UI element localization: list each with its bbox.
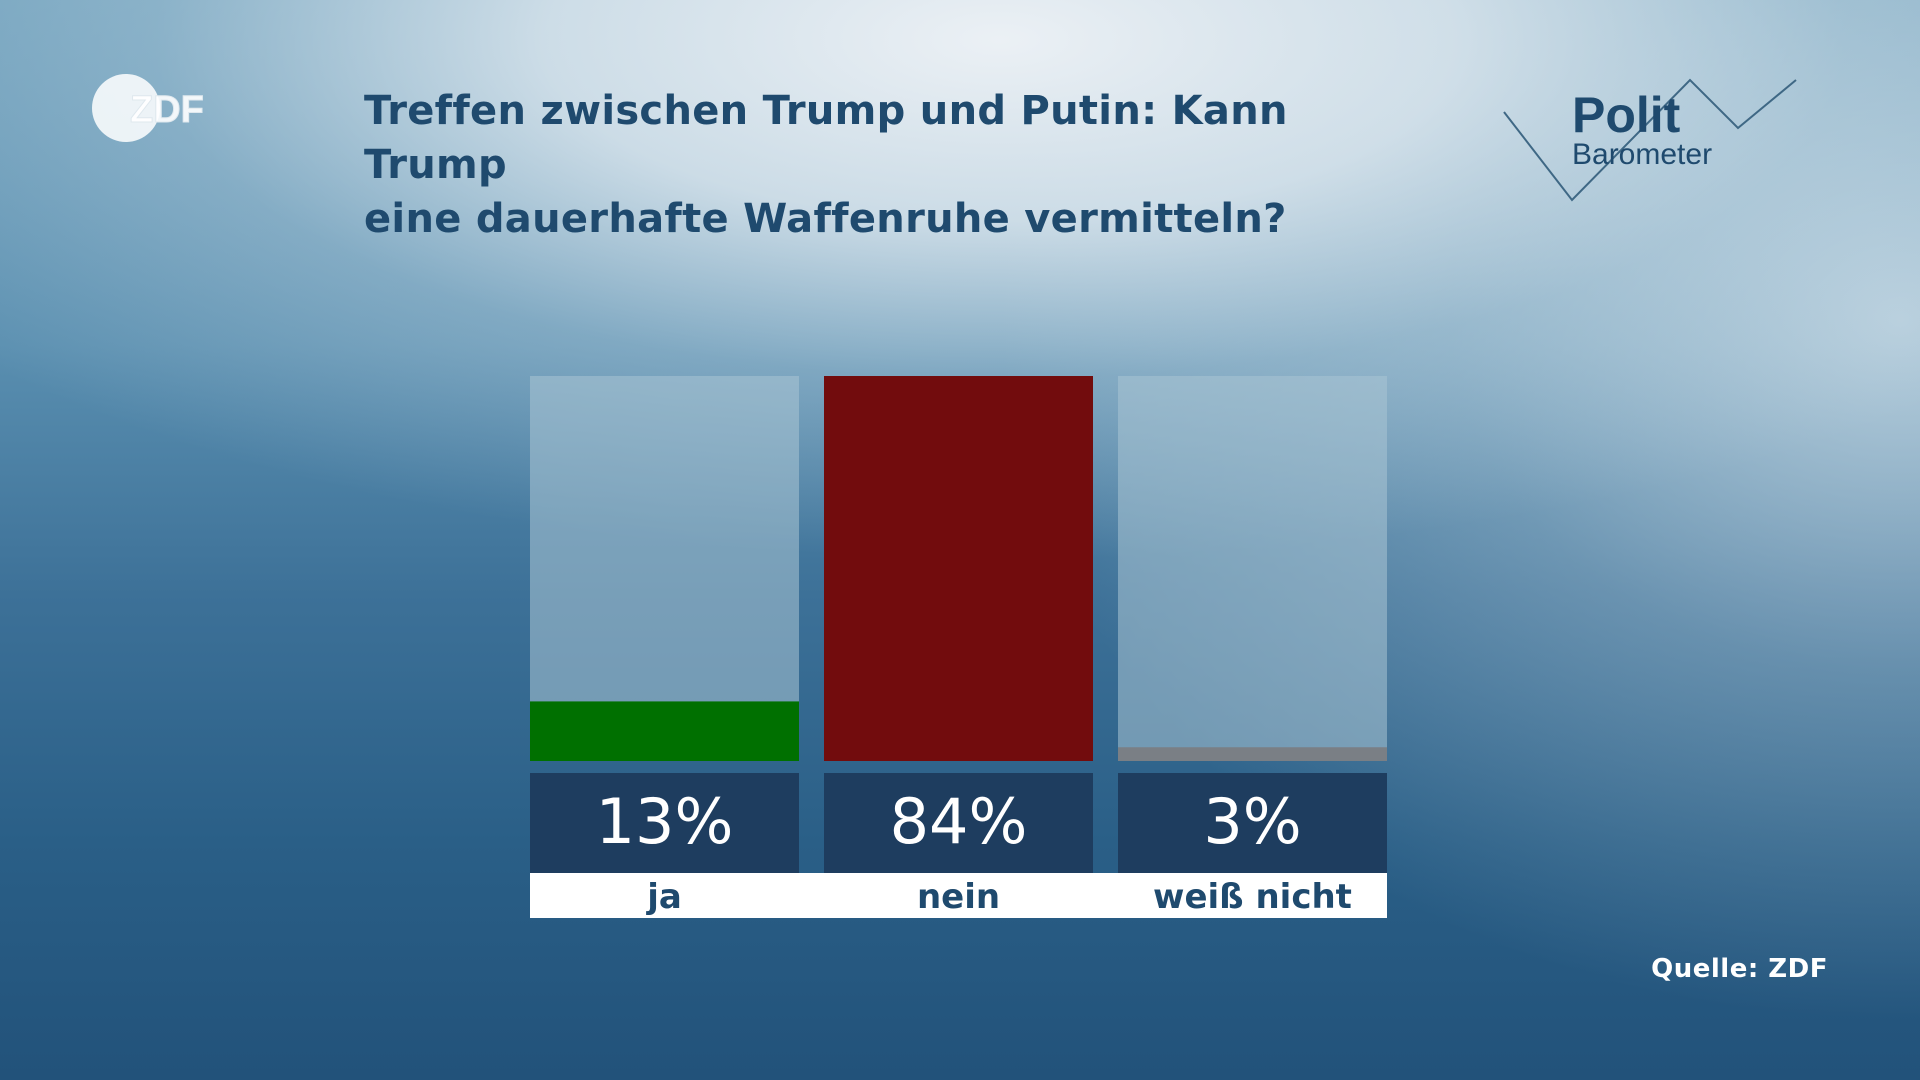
bar-track-ja [530, 376, 799, 761]
source-label: Quelle: ZDF [1651, 954, 1828, 984]
value-box-wei-nicht [1118, 773, 1387, 873]
politbarometer-logo-line [1503, 78, 1797, 202]
zdf-logo: ZDF [92, 74, 204, 142]
bar-wei-nicht [1118, 747, 1387, 761]
politbarometer-logo-bottom: Barometer [1572, 138, 1712, 171]
bar-track-wei-nicht [1118, 376, 1387, 761]
title-line-1: Treffen zwischen Trump und Putin: Kann T… [364, 88, 1288, 188]
politbarometer-logo: Polit Barometer [1503, 78, 1797, 202]
zdf-logo-text: ZDF [130, 89, 204, 131]
value-box-nein [824, 773, 1093, 873]
title-line-2: eine dauerhafte Waffenruhe vermitteln? [364, 196, 1287, 242]
category-label-nein: nein [917, 877, 1000, 917]
bar-ja [530, 701, 799, 761]
value-label-nein: 84% [890, 785, 1028, 858]
value-label-ja: 13% [596, 785, 734, 858]
chart-title: Treffen zwischen Trump und Putin: Kann T… [364, 84, 1444, 246]
politbarometer-logo-top: Polit [1572, 87, 1681, 143]
category-label-wei-nicht: weiß nicht [1153, 877, 1352, 917]
value-box-ja [530, 773, 799, 873]
category-label-strip [530, 873, 1387, 918]
bar-nein [824, 376, 1093, 761]
value-label-wei-nicht: 3% [1203, 785, 1301, 858]
zdf-logo-circle [92, 74, 160, 142]
category-label-ja: ja [645, 877, 682, 917]
